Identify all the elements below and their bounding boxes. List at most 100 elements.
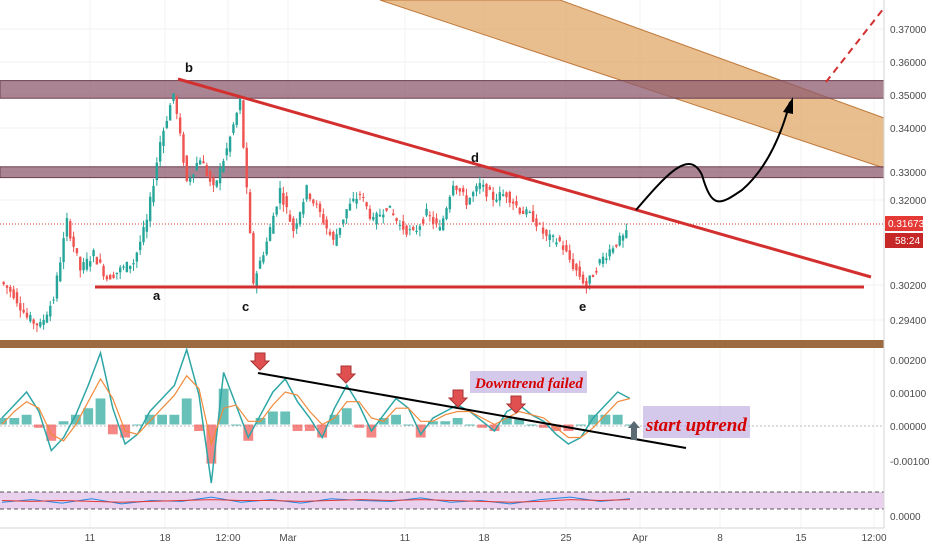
histogram-bar xyxy=(21,414,32,425)
time-axis[interactable]: 11 18 12:00 Mar 11 18 25 Apr 8 15 12:00 xyxy=(85,533,887,544)
histogram-bar xyxy=(526,424,537,426)
candle-body xyxy=(325,219,328,229)
histogram-bar xyxy=(600,414,611,425)
candle-body xyxy=(362,196,365,198)
candle-body xyxy=(375,213,378,225)
candle-body xyxy=(109,274,112,280)
resistance-zone-lower xyxy=(0,166,885,179)
candle-body xyxy=(112,274,115,278)
candle-body xyxy=(491,191,495,200)
candle-body xyxy=(265,241,268,255)
candle-body xyxy=(85,258,89,270)
candle-body xyxy=(172,93,175,101)
down-arrow-icon xyxy=(447,389,469,408)
pane-divider xyxy=(0,340,884,348)
price-badge-value: 0.31673 xyxy=(888,219,925,230)
candle-body xyxy=(581,274,585,284)
candle-body xyxy=(205,165,208,176)
candle-body xyxy=(328,231,332,235)
candle-body xyxy=(202,161,205,164)
candle-body xyxy=(395,218,398,221)
macd-line xyxy=(1,347,631,484)
candle-body xyxy=(481,184,485,187)
candle-body xyxy=(122,266,125,268)
histogram-bar xyxy=(452,418,463,425)
candle-body xyxy=(412,227,415,230)
macd-signal-line xyxy=(1,374,631,447)
candle-body xyxy=(448,196,452,210)
candle-body xyxy=(531,210,535,222)
histogram-bar xyxy=(477,424,488,428)
projection-arrowhead xyxy=(783,97,793,114)
price-axis-tick: 0.36000 xyxy=(890,58,927,69)
histogram-bar xyxy=(440,421,451,425)
price-axis-tick: 0.34000 xyxy=(890,124,927,135)
candle-body xyxy=(451,185,455,196)
candle-body xyxy=(501,194,505,196)
candle-body xyxy=(335,234,338,246)
price-axis-tick: 0.37000 xyxy=(890,25,927,36)
uptrend-arrow-icon xyxy=(628,421,640,440)
candle-body xyxy=(422,219,425,224)
time-axis-tick: 18 xyxy=(159,533,171,544)
histogram-bar xyxy=(612,414,623,425)
candle-body xyxy=(441,218,445,231)
candle-body xyxy=(282,192,285,205)
candle-body xyxy=(285,196,288,208)
price-candles xyxy=(2,93,628,333)
wave-label-c: c xyxy=(242,299,249,314)
candle-body xyxy=(548,234,551,241)
candle-body xyxy=(601,256,605,264)
price-axis-tick: 0.30200 xyxy=(890,281,927,292)
candle-body xyxy=(558,237,561,242)
candle-body xyxy=(275,206,278,215)
candle-body xyxy=(162,130,165,147)
candle-body xyxy=(551,235,555,237)
candle-body xyxy=(555,242,558,245)
candle-body xyxy=(248,192,252,234)
candle-body xyxy=(242,100,245,148)
candle-body xyxy=(561,245,565,250)
candle-body xyxy=(272,215,275,234)
histogram-bar xyxy=(144,414,155,425)
candle-body xyxy=(585,280,588,287)
candle-body xyxy=(228,136,232,152)
candle-body xyxy=(322,214,325,224)
candle-body xyxy=(208,171,212,182)
candle-body xyxy=(621,235,625,241)
candle-body xyxy=(438,226,442,231)
macd-axis[interactable]: 0.00200 0.00100 0.00000 -0.00100 xyxy=(890,356,930,468)
candle-body xyxy=(268,227,272,241)
price-axis-tick: 0.32000 xyxy=(890,196,927,207)
candle-body xyxy=(182,134,185,163)
candle-body xyxy=(178,117,182,134)
projection-dashed-line xyxy=(825,7,885,83)
candle-body xyxy=(505,192,508,198)
time-axis-tick: Mar xyxy=(279,533,297,544)
candle-body xyxy=(138,241,142,251)
candle-body xyxy=(288,214,292,222)
candle-body xyxy=(148,196,152,222)
histogram-bar xyxy=(243,424,254,441)
candle-body xyxy=(95,257,99,265)
candle-body xyxy=(588,275,591,284)
candle-body xyxy=(605,258,608,261)
rsi-signal-line xyxy=(1,499,631,503)
time-axis-tick: 18 xyxy=(478,533,490,544)
candle-body xyxy=(528,211,531,213)
candle-body xyxy=(39,322,42,327)
candle-body xyxy=(295,223,298,229)
candle-body xyxy=(398,225,402,227)
time-axis-tick: 8 xyxy=(717,533,723,544)
candle-body xyxy=(518,207,521,214)
histogram-bar xyxy=(181,398,192,425)
candle-body xyxy=(308,193,312,200)
price-axis[interactable]: 0.37000 0.36000 0.35000 0.34000 0.33000 0.320… xyxy=(890,25,927,327)
macd-histogram xyxy=(0,388,635,464)
candle-body xyxy=(315,203,318,205)
candle-body xyxy=(471,192,475,197)
candle-body xyxy=(488,186,492,190)
candle-body xyxy=(49,305,52,317)
candle-body xyxy=(188,178,192,182)
